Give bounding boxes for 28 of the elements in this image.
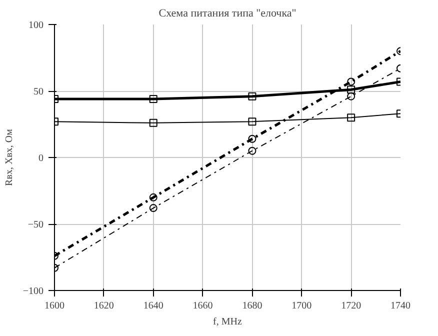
- point: [347, 86, 356, 94]
- point: [248, 134, 256, 143]
- x-tick-label: 1740: [390, 300, 410, 312]
- x-tick-label: 1600: [44, 300, 64, 312]
- y-axis-title: Rвх, Xвх, Ом: [4, 128, 15, 186]
- point: [248, 146, 256, 155]
- point: [149, 204, 158, 212]
- y-tick-label: −50: [28, 220, 44, 230]
- x-tick-label: 1680: [242, 300, 262, 312]
- point: [347, 92, 356, 100]
- point: [347, 114, 356, 122]
- point: [149, 94, 158, 103]
- y-tick-label: −100: [22, 286, 44, 297]
- point: [248, 92, 256, 100]
- x-tick-label: 1660: [192, 300, 213, 312]
- chart-title: Схема питания типа "елочка": [158, 8, 296, 20]
- point: [149, 193, 158, 202]
- y-tick-label: 100: [28, 20, 44, 31]
- point: [248, 118, 256, 126]
- x-axis-title: f, MHz: [213, 316, 242, 328]
- y-tick-label: 50: [34, 86, 44, 98]
- x-tick-label: 1700: [292, 300, 312, 312]
- point: [149, 118, 158, 127]
- x-tick-label: 1720: [341, 300, 362, 312]
- x-tick-label: 1620: [94, 300, 114, 312]
- x-tick-label: 1640: [143, 300, 164, 312]
- point: [347, 78, 356, 86]
- y-tick-label: 0: [38, 153, 44, 164]
